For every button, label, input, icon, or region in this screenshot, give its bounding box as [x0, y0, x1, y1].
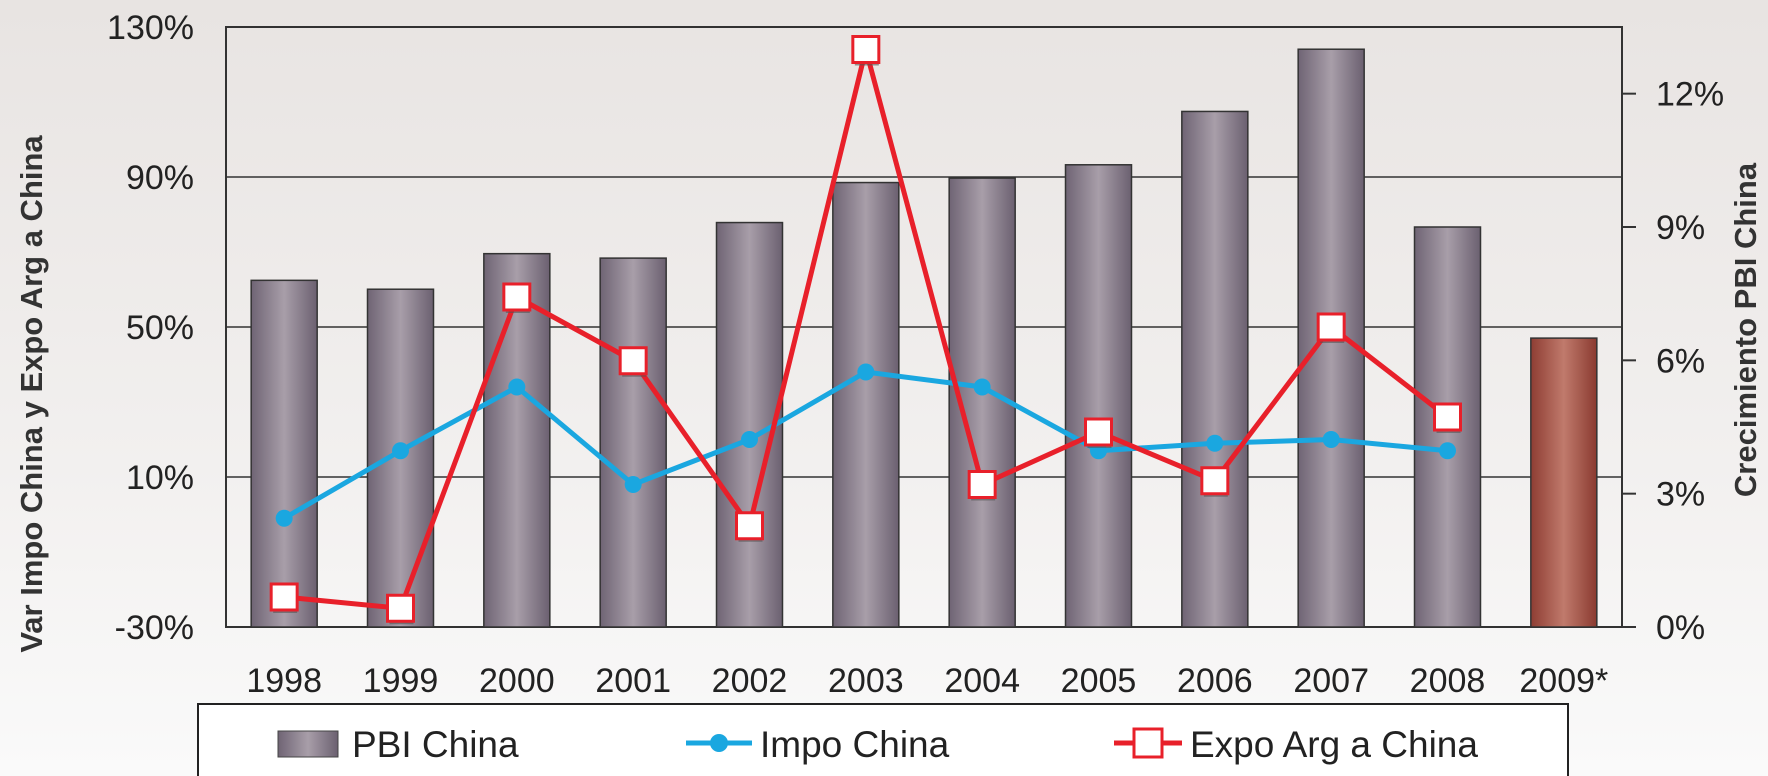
x-tick-label: 2001: [595, 662, 671, 700]
y-tick-label: 50%: [126, 309, 194, 347]
point-expo-arg: [502, 282, 532, 312]
point-impo-china: [857, 363, 875, 381]
y2-axis-title: Crecimiento PBI China: [1728, 162, 1763, 497]
bar-pbi-china: [1064, 164, 1133, 628]
legend-bar-swatch: [277, 730, 339, 758]
point-expo-arg: [967, 470, 997, 499]
y-tick-label: 90%: [126, 159, 194, 197]
point-expo-arg: [386, 593, 415, 623]
legend-box: [197, 703, 1569, 776]
bar-pbi-china: [1530, 337, 1598, 628]
bar-pbi-china: [832, 181, 900, 628]
point-impo-china: [1206, 434, 1224, 452]
y2-tick-label: 0%: [1656, 609, 1705, 647]
x-tick-label: 2002: [712, 662, 788, 700]
legend-label-impo: Impo China: [760, 724, 950, 765]
x-tick-label: 2003: [828, 662, 904, 700]
y-tick-label: 10%: [126, 459, 194, 497]
point-expo-arg: [851, 35, 881, 64]
point-expo-arg: [1200, 466, 1230, 496]
x-tick-label: 1998: [246, 662, 322, 700]
y2-tick-label: 9%: [1656, 209, 1705, 247]
point-impo-china: [624, 476, 642, 493]
x-tick-label: 1999: [363, 662, 439, 700]
point-expo-arg: [618, 346, 648, 376]
point-impo-china: [1439, 442, 1456, 460]
point-expo-arg: [269, 582, 299, 612]
bar-pbi-china: [250, 279, 318, 628]
point-impo-china: [741, 431, 758, 448]
x-tick-label: 2004: [944, 662, 1020, 700]
point-expo-arg: [735, 511, 764, 541]
point-expo-arg: [1433, 402, 1462, 432]
y-tick-label: 130%: [107, 9, 194, 47]
y2-tick-label: 3%: [1656, 476, 1705, 514]
y2-tick-label: 12%: [1656, 76, 1724, 114]
x-tick-label: 2005: [1061, 662, 1137, 700]
point-impo-china: [973, 378, 991, 396]
point-expo-arg: [1316, 312, 1346, 342]
x-tick-label: 2007: [1293, 662, 1369, 700]
legend-expo-marker: [1132, 727, 1164, 759]
bar-pbi-china: [599, 257, 667, 628]
bar-pbi-china: [1181, 110, 1249, 628]
y-tick-label: -30%: [115, 609, 194, 647]
legend-label-pbi: PBI China: [352, 724, 519, 765]
x-tick-label: 2006: [1177, 662, 1253, 700]
x-tick-label: 2009*: [1519, 662, 1608, 700]
point-impo-china: [275, 509, 293, 527]
point-impo-china: [1322, 431, 1340, 448]
legend-label-expo: Expo Arg a China: [1190, 724, 1478, 765]
x-tick-label: 2000: [479, 662, 555, 700]
y-axis-title: Var Impo China y Expo Arg a China: [14, 135, 49, 653]
point-impo-china: [508, 378, 526, 396]
x-tick-label: 2008: [1410, 662, 1486, 700]
bar-pbi-china: [483, 252, 551, 628]
y2-tick-label: 6%: [1656, 342, 1705, 380]
point-expo-arg: [1084, 417, 1113, 447]
point-impo-china: [392, 442, 409, 460]
legend-impo-marker: [710, 734, 728, 752]
